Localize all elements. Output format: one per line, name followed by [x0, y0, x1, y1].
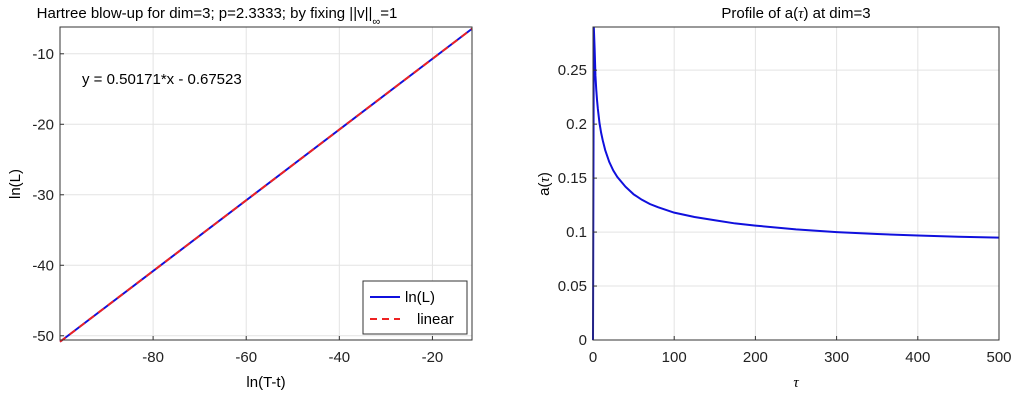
left-y-tick-label: -50 — [32, 328, 54, 345]
left-plot-border — [59, 26, 473, 341]
left-x-tick-label: -60 — [235, 349, 257, 366]
legend-label-linear: linear — [417, 311, 454, 328]
left-x-tick-label: -80 — [142, 349, 164, 366]
right-y-tick-label: 0.25 — [558, 62, 587, 79]
right-x-tick-label: 400 — [905, 349, 930, 366]
right-y-axis-label: a(τ) — [536, 172, 553, 196]
fit-annotation: y = 0.50171*x - 0.67523 — [82, 71, 242, 88]
right-chart: Profile of a(τ) at dim=3 0 100 200 300 400 50… — [536, 5, 1012, 391]
right-x-tick-label: 100 — [662, 349, 687, 366]
left-y-tick-label: -20 — [32, 116, 54, 133]
legend: ln(L) linear — [362, 280, 468, 335]
right-plot-area — [593, 27, 999, 340]
left-y-tick-label: -40 — [32, 257, 54, 274]
left-y-tick-label: -10 — [32, 46, 54, 63]
right-y-tick-label: 0.15 — [558, 170, 587, 187]
left-series-line-2 — [59, 27, 473, 343]
right-x-axis-label: τ — [793, 375, 799, 391]
right-ticks: 0 100 200 300 400 500 0 0.05 0.1 0.15 0.2 0.25 — [558, 62, 1012, 366]
left-ticks: -80 -60 -40 -20 -50 -40 -30 -20 -10 — [32, 46, 443, 366]
right-y-tick-label: 0.1 — [566, 224, 587, 241]
right-series — [592, 26, 1000, 341]
left-chart-title: Hartree blow-up for dim=3; p=2.3333; by … — [37, 5, 398, 28]
legend-box — [362, 280, 468, 335]
right-y-tick-label: 0.2 — [566, 116, 587, 133]
right-x-tick-label: 300 — [824, 349, 849, 366]
right-x-tick-label: 0 — [589, 349, 597, 366]
right-y-tick-label: 0.05 — [558, 278, 587, 295]
left-x-tick-label: -20 — [422, 349, 444, 366]
right-series-line-1 — [592, 26, 1000, 341]
right-plot-border — [592, 26, 1000, 341]
right-y-tick-label: 0 — [579, 332, 587, 349]
left-series — [59, 27, 473, 343]
right-x-tick-label: 500 — [986, 349, 1011, 366]
right-chart-title: Profile of a(τ) at dim=3 — [721, 5, 870, 22]
left-x-axis-label: ln(T-t) — [246, 374, 285, 391]
left-y-axis-label: ln(L) — [7, 169, 24, 199]
left-y-tick-label: -30 — [32, 187, 54, 204]
left-grid — [60, 27, 472, 340]
left-x-tick-label: -40 — [328, 349, 350, 366]
right-x-tick-label: 200 — [743, 349, 768, 366]
legend-label-lnl: ln(L) — [405, 289, 435, 306]
left-chart: Hartree blow-up for dim=3; p=2.3333; by … — [7, 5, 473, 391]
